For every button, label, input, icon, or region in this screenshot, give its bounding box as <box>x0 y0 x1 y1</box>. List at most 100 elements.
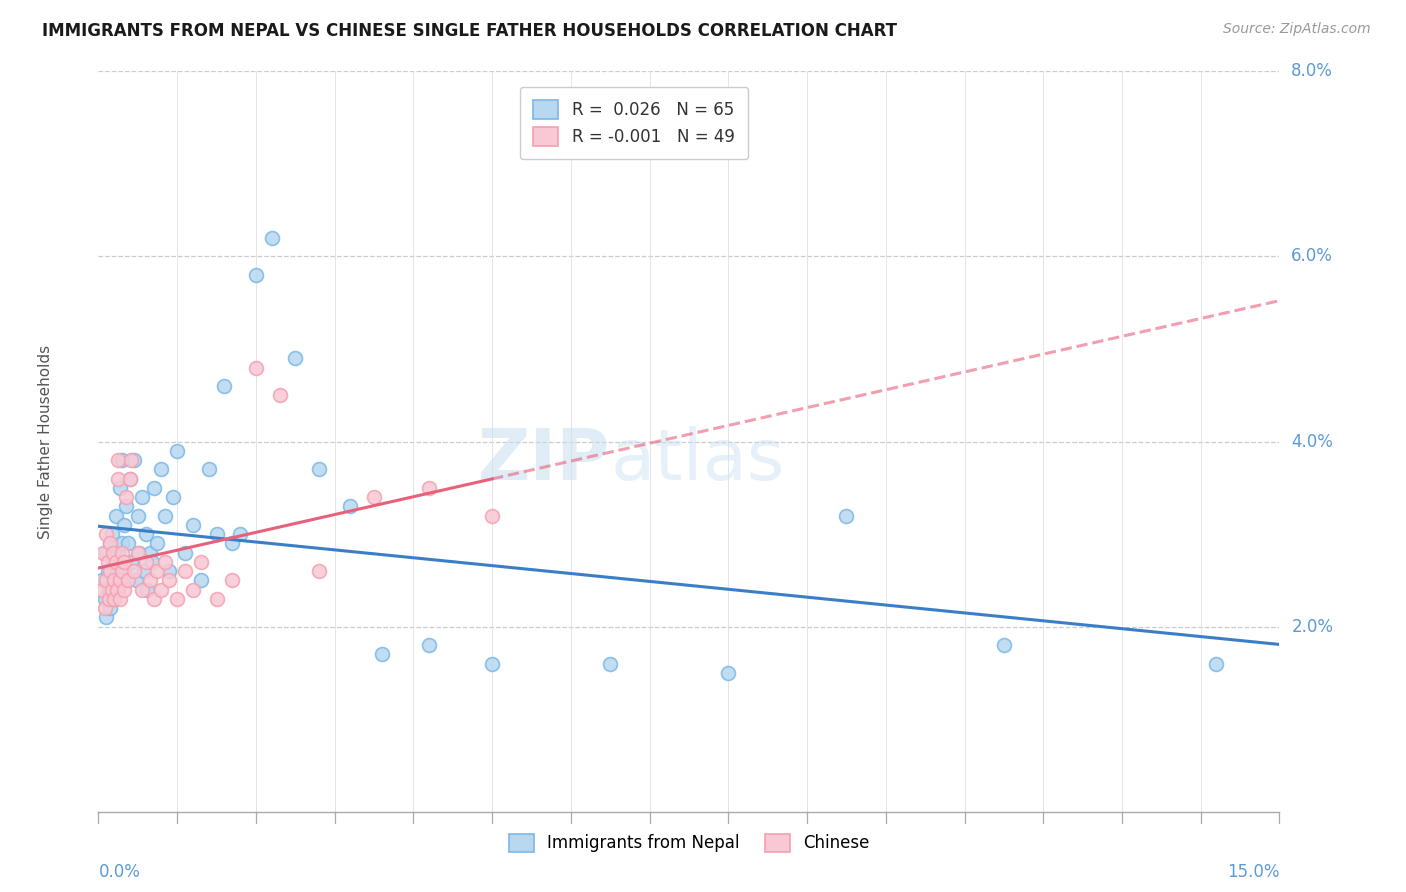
Point <box>112 582 135 597</box>
Point <box>112 517 135 532</box>
Point <box>146 564 169 578</box>
Text: Single Father Households: Single Father Households <box>38 344 53 539</box>
Point <box>110 591 132 606</box>
Point <box>128 546 150 560</box>
Point <box>135 527 157 541</box>
Point <box>308 564 330 578</box>
Point <box>138 574 160 588</box>
Point <box>131 582 153 597</box>
Point <box>97 582 120 597</box>
Point <box>121 555 143 569</box>
Point <box>229 527 252 541</box>
Point <box>112 564 135 578</box>
Point <box>166 591 188 606</box>
Point <box>111 564 134 578</box>
Point <box>993 638 1015 652</box>
Point <box>245 360 267 375</box>
Point <box>103 574 125 588</box>
Text: 8.0%: 8.0% <box>1291 62 1333 80</box>
Point <box>260 231 283 245</box>
Point <box>221 536 243 550</box>
Point <box>221 574 243 588</box>
Point <box>115 574 138 588</box>
Point <box>142 481 165 495</box>
Point <box>136 582 159 597</box>
Point <box>101 555 124 569</box>
Point <box>117 536 139 550</box>
Point <box>101 582 124 597</box>
Point <box>111 536 134 550</box>
Point <box>150 582 173 597</box>
Point <box>111 453 134 467</box>
Point <box>98 564 121 578</box>
Point <box>118 471 141 485</box>
Point <box>418 481 440 495</box>
Point <box>155 555 177 569</box>
Point <box>197 462 219 476</box>
Text: 4.0%: 4.0% <box>1291 433 1333 450</box>
Point <box>101 527 124 541</box>
Point <box>157 574 180 588</box>
Point <box>97 564 120 578</box>
Point <box>104 555 127 569</box>
Text: 2.0%: 2.0% <box>1291 617 1333 636</box>
Point <box>112 555 135 569</box>
Point <box>93 591 115 606</box>
Point <box>107 546 129 560</box>
Point <box>108 481 131 495</box>
Text: IMMIGRANTS FROM NEPAL VS CHINESE SINGLE FATHER HOUSEHOLDS CORRELATION CHART: IMMIGRANTS FROM NEPAL VS CHINESE SINGLE … <box>42 22 897 40</box>
Text: atlas: atlas <box>610 425 785 494</box>
Point <box>117 574 139 588</box>
Point <box>104 508 127 523</box>
Point <box>174 564 197 578</box>
Point <box>205 527 228 541</box>
Point <box>115 500 138 514</box>
Point <box>599 657 621 671</box>
Point <box>835 508 858 523</box>
Point <box>98 536 121 550</box>
Point <box>107 582 129 597</box>
Point <box>131 490 153 504</box>
Point <box>190 574 212 588</box>
Point <box>127 546 149 560</box>
Point <box>125 574 148 588</box>
Point <box>132 564 155 578</box>
Point <box>107 471 129 485</box>
Point <box>269 388 291 402</box>
Point <box>111 546 134 560</box>
Text: 0.0%: 0.0% <box>98 863 141 880</box>
Point <box>418 638 440 652</box>
Point <box>107 453 129 467</box>
Point <box>363 490 385 504</box>
Point <box>245 268 267 282</box>
Legend: Immigrants from Nepal, Chinese: Immigrants from Nepal, Chinese <box>502 827 876 859</box>
Point <box>155 508 177 523</box>
Point <box>174 546 197 560</box>
Point <box>105 564 128 578</box>
Point <box>108 574 131 588</box>
Point <box>118 471 141 485</box>
Point <box>166 443 188 458</box>
Point <box>122 564 145 578</box>
Point <box>96 546 118 560</box>
Point <box>101 546 124 560</box>
Point <box>103 591 125 606</box>
Point <box>103 591 125 606</box>
Point <box>141 555 163 569</box>
Point <box>121 453 143 467</box>
Text: 15.0%: 15.0% <box>1227 863 1279 880</box>
Point <box>105 582 128 597</box>
Point <box>284 351 307 366</box>
Point <box>308 462 330 476</box>
Point <box>162 490 184 504</box>
Point <box>138 546 160 560</box>
Point <box>96 574 118 588</box>
Point <box>339 500 361 514</box>
Point <box>371 648 394 662</box>
Point <box>205 591 228 606</box>
Point <box>96 610 118 624</box>
Point <box>91 546 114 560</box>
Point <box>1205 657 1227 671</box>
Text: 6.0%: 6.0% <box>1291 247 1333 266</box>
Point <box>181 582 204 597</box>
